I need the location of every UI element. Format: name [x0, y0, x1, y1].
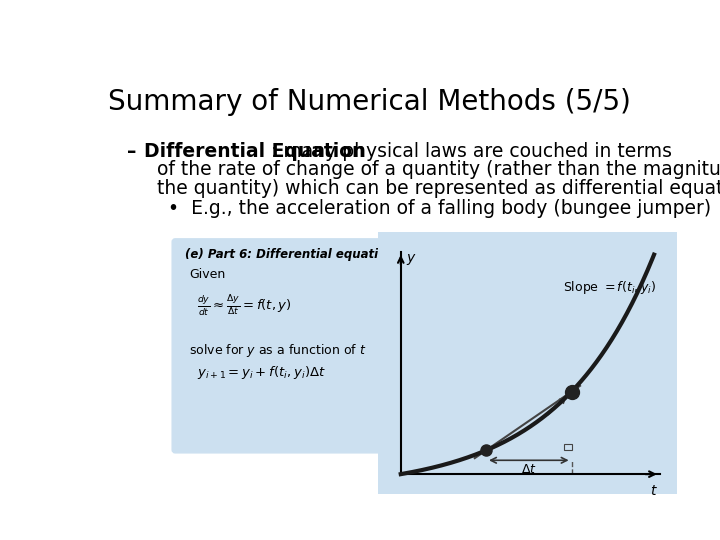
Text: NM – Berlin Chen 21: NM – Berlin Chen 21	[498, 462, 625, 475]
Bar	[564, 444, 572, 450]
FancyBboxPatch shape	[172, 239, 628, 453]
Text: $\frac{dy}{dt} \approx \frac{\Delta y}{\Delta t} = f(t, y)$: $\frac{dy}{dt} \approx \frac{\Delta y}{\…	[197, 294, 292, 319]
Text: Summary of Numerical Methods (5/5): Summary of Numerical Methods (5/5)	[107, 88, 631, 116]
Text: (e) Part 6: Differential equations: (e) Part 6: Differential equations	[184, 248, 401, 261]
Text: of the rate of change of a quantity (rather than the magnitude of: of the rate of change of a quantity (rat…	[157, 160, 720, 179]
Text: $t$: $t$	[650, 484, 658, 498]
Text: $\Delta t$: $\Delta t$	[521, 463, 536, 476]
Text: •  E.g., the acceleration of a falling body (bungee jumper): • E.g., the acceleration of a falling bo…	[168, 199, 711, 218]
Text: solve for $y$ as a function of $t$: solve for $y$ as a function of $t$	[189, 342, 366, 359]
Text: $y_{i+1} = y_i + f(t_i, y_i)\Delta t$: $y_{i+1} = y_i + f(t_i, y_i)\Delta t$	[197, 363, 326, 381]
Text: : many physical laws are couched in terms: : many physical laws are couched in term…	[271, 142, 672, 161]
Text: –: –	[127, 142, 137, 161]
Text: $y$: $y$	[407, 252, 417, 267]
Text: Differential Equation: Differential Equation	[144, 142, 366, 161]
Text: Slope $= f(t_i, y_i)$: Slope $= f(t_i, y_i)$	[563, 279, 657, 296]
Text: the quantity) which can be represented as differential equations: the quantity) which can be represented a…	[157, 179, 720, 198]
Text: Given: Given	[189, 268, 225, 281]
